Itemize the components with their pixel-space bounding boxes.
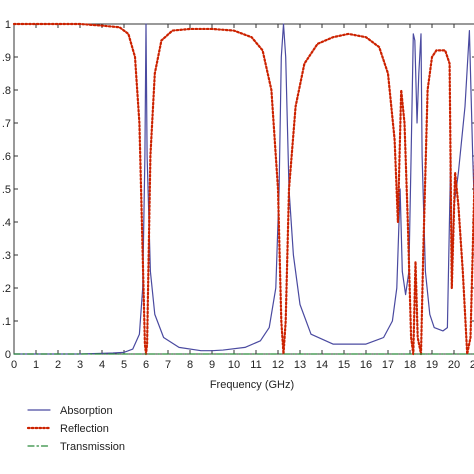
x-tick-label: 1	[33, 359, 39, 371]
x-tick-label: 17	[382, 359, 394, 371]
y-tick-label: .7	[2, 118, 11, 130]
x-tick-label: 15	[338, 359, 350, 371]
x-tick-label: 12	[272, 359, 284, 371]
x-tick-label: 10	[228, 359, 240, 371]
x-tick-label: 8	[187, 359, 193, 371]
legend-label-absorption: Absorption	[60, 405, 113, 417]
y-tick-label: .2	[2, 283, 11, 295]
x-tick-label: 14	[316, 359, 328, 371]
x-tick-label: 7	[165, 359, 171, 371]
x-tick-label: 13	[294, 359, 306, 371]
series-line-absorption	[13, 23, 474, 355]
series-line-reflection	[12, 22, 474, 356]
y-tick-label: .4	[2, 217, 11, 229]
y-tick-label: 0	[5, 349, 11, 361]
axes-layer: 01234567891011121314151617181920210.1.2.…	[2, 19, 474, 371]
y-tick-label: .6	[2, 151, 11, 163]
y-tick-label: .9	[2, 52, 11, 64]
legend-layer: Absorption Reflection Transmission	[26, 405, 125, 453]
x-tick-label: 3	[77, 359, 83, 371]
y-tick-label: 1	[5, 19, 11, 31]
x-tick-label: 11	[250, 359, 261, 371]
x-axis-title: Frequency (GHz)	[210, 379, 294, 391]
x-tick-label: 9	[209, 359, 215, 371]
y-tick-label: .3	[2, 250, 11, 262]
x-tick-label: 21	[470, 359, 474, 371]
x-tick-label: 19	[426, 359, 438, 371]
legend-label-reflection: Reflection	[60, 423, 109, 435]
x-tick-label: 5	[121, 359, 127, 371]
x-tick-label: 4	[99, 359, 105, 371]
y-tick-label: .8	[2, 85, 11, 97]
legend-label-transmission: Transmission	[60, 441, 125, 453]
y-tick-label: .1	[2, 316, 11, 328]
x-tick-label: 0	[11, 359, 17, 371]
x-tick-label: 18	[404, 359, 416, 371]
plot-frame	[13, 23, 474, 355]
x-tick-label: 16	[360, 359, 372, 371]
series-layer	[12, 22, 474, 356]
y-tick-label: .5	[2, 184, 11, 196]
x-tick-label: 20	[448, 359, 460, 371]
x-tick-label: 2	[55, 359, 61, 371]
x-tick-label: 6	[143, 359, 149, 371]
